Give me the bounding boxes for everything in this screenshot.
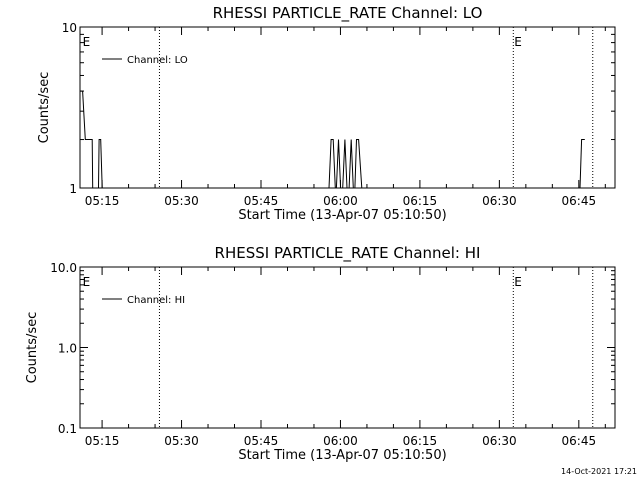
plot-frame [79, 266, 616, 429]
y-tick-label: 0.1 [58, 422, 77, 436]
x-tick-label: 06:45 [562, 434, 597, 448]
x-tick-label: 06:15 [403, 434, 438, 448]
y-axis-label: Counts/sec [25, 312, 40, 384]
chart-title: RHESSI PARTICLE_RATE Channel: HI [215, 244, 481, 263]
event-marker: E [514, 35, 522, 49]
x-tick-label: 06:30 [482, 434, 517, 448]
y-tick-label: 1.0 [58, 342, 77, 356]
x-tick-label: 05:30 [164, 434, 199, 448]
generated-timestamp: 14-Oct-2021 17:21 [561, 467, 637, 476]
y-tick-label: 10 [62, 21, 77, 35]
x-tick-label: 05:30 [164, 194, 199, 208]
plot-frame [79, 26, 616, 189]
hi-channel-panel: RHESSI PARTICLE_RATE Channel: HI 0.1 1.0 10… [25, 244, 616, 463]
edge-event-marker: E [83, 35, 91, 49]
x-tick-label: 06:00 [323, 434, 358, 448]
chart-title: RHESSI PARTICLE_RATE Channel: LO [213, 4, 483, 23]
y-tick-label: 10.0 [50, 261, 77, 275]
legend-entry: Channel: LO [127, 55, 188, 66]
x-tick-label: 05:45 [244, 434, 279, 448]
y-axis-label: Counts/sec [37, 72, 52, 144]
x-tick-label: 05:15 [85, 434, 120, 448]
x-tick-label: 05:45 [244, 194, 279, 208]
x-tick-label: 06:45 [562, 194, 597, 208]
x-tick-label: 06:00 [323, 194, 358, 208]
x-tick-label: 06:15 [403, 194, 438, 208]
x-tick-label: 06:30 [482, 194, 517, 208]
x-axis-label: Start Time (13-Apr-07 05:10:50) [238, 448, 446, 463]
event-marker: E [514, 275, 522, 289]
y-tick-label: 1 [69, 182, 77, 196]
lo-series-line [80, 90, 585, 189]
x-axis-label: Start Time (13-Apr-07 05:10:50) [238, 208, 446, 223]
legend-entry: Channel: HI [127, 295, 185, 306]
edge-event-marker: E [83, 275, 91, 289]
lo-channel-panel: RHESSI PARTICLE_RATE Channel: LO 1 10 05:15… [37, 4, 616, 223]
x-tick-label: 05:15 [85, 194, 120, 208]
